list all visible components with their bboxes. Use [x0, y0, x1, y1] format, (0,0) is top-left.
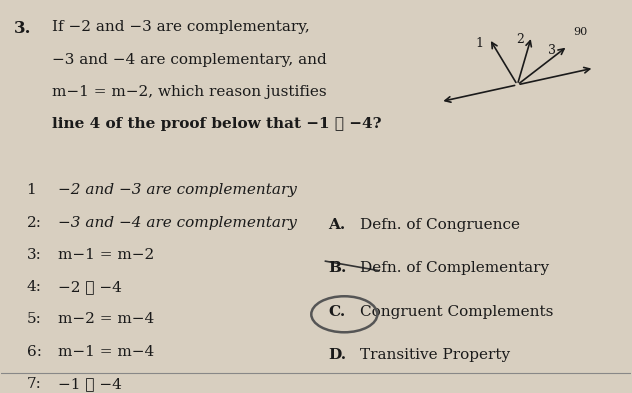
- Text: −1 ≅ −4: −1 ≅ −4: [58, 377, 122, 391]
- Text: 3.: 3.: [14, 20, 32, 37]
- Text: B.: B.: [329, 261, 347, 275]
- Text: 3:: 3:: [27, 248, 42, 262]
- Text: Transitive Property: Transitive Property: [360, 349, 510, 362]
- Text: Defn. of Complementary: Defn. of Complementary: [360, 261, 549, 275]
- Text: 3: 3: [548, 44, 556, 57]
- Text: line 4 of the proof below that −1 ≅ −4?: line 4 of the proof below that −1 ≅ −4?: [52, 117, 381, 131]
- Text: D.: D.: [329, 349, 347, 362]
- Text: m−1 = m−2, which reason justifies: m−1 = m−2, which reason justifies: [52, 85, 326, 99]
- Text: 6:: 6:: [27, 345, 42, 358]
- Text: 2:: 2:: [27, 216, 42, 230]
- Text: C.: C.: [329, 305, 346, 319]
- Text: −2 and −3 are complementary: −2 and −3 are complementary: [58, 184, 297, 197]
- Text: Defn. of Congruence: Defn. of Congruence: [360, 218, 520, 231]
- Text: 7:: 7:: [27, 377, 42, 391]
- Text: −2 ≅ −4: −2 ≅ −4: [58, 280, 122, 294]
- Text: 2: 2: [516, 33, 525, 46]
- Text: If −2 and −3 are complementary,: If −2 and −3 are complementary,: [52, 20, 310, 34]
- Text: A.: A.: [329, 218, 346, 231]
- Text: m−2 = m−4: m−2 = m−4: [58, 312, 154, 326]
- Text: Congruent Complements: Congruent Complements: [360, 305, 554, 319]
- Text: 4:: 4:: [27, 280, 42, 294]
- Text: −3 and −4 are complementary: −3 and −4 are complementary: [58, 216, 297, 230]
- Text: m−1 = m−2: m−1 = m−2: [58, 248, 154, 262]
- Text: 5:: 5:: [27, 312, 42, 326]
- Text: −3 and −4 are complementary, and: −3 and −4 are complementary, and: [52, 53, 327, 66]
- Text: 1: 1: [476, 37, 483, 50]
- Text: 1: 1: [27, 184, 36, 197]
- Text: m−1 = m−4: m−1 = m−4: [58, 345, 154, 358]
- Text: 90: 90: [573, 27, 587, 37]
